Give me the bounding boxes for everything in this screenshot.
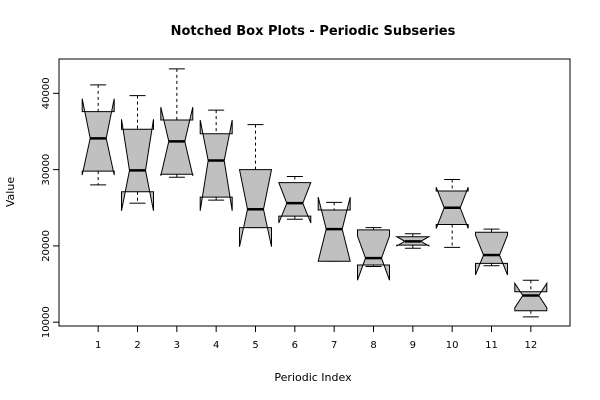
- box-group: [81, 68, 548, 318]
- y-axis: 10000 20000 30000 40000: [41, 77, 60, 338]
- box-2: [121, 95, 154, 211]
- box-10: [435, 179, 469, 248]
- box-body: [475, 231, 508, 276]
- x-tick-label: 4: [213, 340, 219, 351]
- box-body: [81, 98, 115, 176]
- x-tick-label: 5: [252, 340, 258, 351]
- y-tick-label: 10000: [41, 306, 52, 338]
- box-8: [357, 227, 390, 281]
- box-body: [199, 119, 233, 211]
- y-axis-label: Value: [4, 177, 17, 207]
- box-body: [357, 229, 390, 281]
- box-5: [238, 124, 273, 247]
- x-tick-label: 6: [292, 340, 298, 351]
- box-11: [475, 228, 508, 276]
- x-tick-label: 2: [134, 340, 140, 351]
- y-tick-label: 20000: [41, 230, 52, 262]
- x-tick-label: 11: [485, 340, 498, 351]
- box-1: [81, 84, 115, 186]
- box-3: [160, 68, 194, 178]
- box-body: [121, 119, 154, 211]
- x-axis: 1 2 3 4 5 6 7 8 9 10 11 12: [95, 325, 537, 351]
- box-12: [514, 279, 548, 318]
- x-tick-label: 10: [446, 340, 459, 351]
- chart-title: Notched Box Plots - Periodic Subseries: [171, 24, 456, 39]
- x-tick-label: 3: [174, 340, 180, 351]
- y-tick-label: 40000: [41, 77, 52, 109]
- x-tick-label: 7: [331, 340, 337, 351]
- box-9: [394, 233, 431, 249]
- box-6: [278, 175, 312, 224]
- x-tick-label: 1: [95, 340, 101, 351]
- x-tick-label: 9: [410, 340, 416, 351]
- box-body: [514, 281, 548, 312]
- x-tick-label: 8: [370, 340, 376, 351]
- box-7: [317, 196, 351, 262]
- x-tick-label: 12: [524, 340, 537, 351]
- box-4: [199, 109, 233, 211]
- x-axis-label: Periodic Index: [274, 371, 352, 384]
- y-tick-label: 30000: [41, 154, 52, 186]
